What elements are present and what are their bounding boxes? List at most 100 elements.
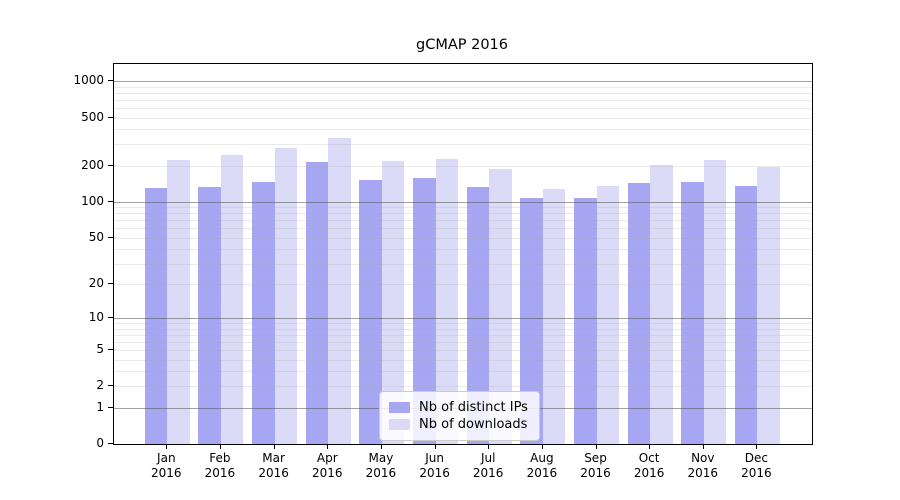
gridline-900 (114, 86, 812, 88)
y-tick-0 (108, 443, 113, 444)
legend-swatch-distinct-ips (389, 402, 410, 413)
x-tick-nov (702, 444, 704, 449)
y-tick-label-500: 500 (81, 109, 104, 124)
gridline-200 (114, 165, 812, 167)
gridline-40 (114, 249, 812, 250)
x-label-mar: Mar 2016 (258, 451, 289, 480)
x-tick-aug (541, 444, 543, 449)
bar-downloads-dec (757, 166, 780, 444)
bar-downloads-may (381, 160, 405, 444)
bar-ips-may (359, 180, 382, 444)
y-tick-label-0: 0 (96, 436, 104, 450)
legend-label-distinct-ips: Nb of distinct IPs (419, 400, 528, 415)
x-label-dec: Dec 2016 (741, 451, 772, 480)
gridline-700 (114, 100, 812, 101)
x-tick-jul (488, 444, 490, 449)
bar-ips-apr (305, 161, 329, 444)
gridline-6 (114, 341, 812, 343)
y-tick-label-5: 5 (96, 341, 104, 356)
x-label-sep: Sep 2016 (580, 451, 611, 480)
x-label-jun: Jun 2016 (419, 451, 450, 480)
gridline-3 (114, 371, 812, 373)
x-label-apr: Apr 2016 (312, 451, 343, 480)
gridline-800 (114, 93, 812, 94)
bar-ips-oct (627, 182, 651, 444)
x-label-jul: Jul 2016 (472, 451, 504, 480)
gridline-10 (114, 318, 812, 320)
x-tick-feb (219, 444, 221, 449)
gridline-2 (114, 386, 812, 388)
x-tick-dec (756, 444, 758, 449)
bar-downloads-oct (650, 165, 673, 444)
bar-ips-mar (252, 182, 275, 444)
x-tick-oct (649, 444, 651, 449)
x-label-oct: Oct 2016 (633, 451, 665, 480)
gridline-20 (114, 284, 812, 286)
gridline-300 (114, 144, 812, 146)
x-tick-jan (166, 444, 168, 449)
bar-downloads-sep (596, 185, 619, 444)
legend: Nb of distinct IPs Nb of downloads (379, 391, 540, 441)
x-tick-jun (434, 444, 436, 449)
bar-downloads-jan (167, 159, 190, 444)
bar-ips-aug (520, 198, 543, 444)
y-tick-label-1: 1 (96, 399, 104, 414)
x-tick-sep (595, 444, 597, 449)
bar-downloads-mar (274, 147, 298, 444)
y-tick-label-100: 100 (81, 193, 104, 208)
y-tick-label-1000: 1000 (73, 73, 104, 88)
gridline-100 (114, 201, 812, 203)
gridline-400 (114, 129, 812, 131)
gridline-9 (114, 323, 812, 325)
y-tick-label-20: 20 (88, 276, 104, 291)
gridline-500 (114, 117, 812, 119)
bar-downloads-jul (489, 168, 512, 444)
y-tick-1 (108, 406, 113, 408)
gridline-1000 (114, 81, 812, 83)
gridline-4 (114, 359, 812, 361)
y-tick-5 (108, 348, 113, 350)
bar-ips-sep (574, 197, 597, 444)
bar-downloads-nov (703, 160, 727, 444)
gridline-5 (114, 349, 812, 351)
x-label-jan: Jan 2016 (151, 451, 182, 480)
gridline-7 (114, 334, 812, 336)
y-tick-200 (108, 164, 113, 166)
y-tick-100 (108, 200, 113, 202)
gridline-50 (114, 237, 812, 239)
y-tick-label-200: 200 (81, 157, 104, 172)
gridline-80 (114, 213, 812, 215)
gridline-70 (114, 220, 812, 222)
bar-downloads-jun (435, 159, 459, 444)
bar-ips-nov (681, 182, 704, 444)
bar-ips-jul (466, 186, 490, 444)
gridline-8 (114, 328, 812, 330)
y-tick-50 (108, 236, 113, 238)
x-label-aug: Aug 2016 (526, 451, 558, 480)
legend-label-downloads: Nb of downloads (419, 417, 528, 432)
bar-downloads-aug (542, 189, 566, 444)
gridline-60 (114, 228, 812, 230)
y-tick-20 (108, 283, 113, 285)
x-label-may: May 2016 (365, 451, 397, 480)
y-tick-2 (108, 385, 113, 387)
y-tick-500 (108, 116, 113, 118)
bar-downloads-feb (220, 155, 244, 444)
x-label-nov: Nov 2016 (687, 451, 719, 480)
x-label-feb: Feb 2016 (204, 451, 236, 480)
bar-ips-jan (144, 188, 168, 444)
bar-ips-jun (413, 177, 436, 444)
x-tick-may (380, 444, 382, 449)
plot-area: Nb of distinct IPs Nb of downloads (113, 63, 813, 445)
gridline-600 (114, 108, 812, 110)
x-tick-apr (327, 444, 329, 449)
x-tick-mar (273, 444, 275, 449)
bar-downloads-apr (328, 137, 351, 444)
chart-title: gCMAP 2016 (415, 37, 508, 53)
y-tick-label-50: 50 (88, 229, 104, 244)
y-tick-10 (108, 317, 113, 319)
y-tick-1000 (108, 80, 113, 82)
bar-ips-dec (734, 186, 758, 444)
gridline-90 (114, 207, 812, 209)
